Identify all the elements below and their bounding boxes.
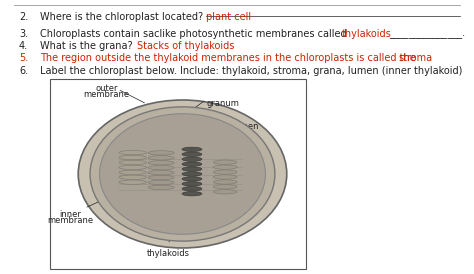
Ellipse shape	[182, 152, 202, 156]
Ellipse shape	[213, 170, 237, 174]
Text: 5.: 5.	[19, 53, 28, 63]
Ellipse shape	[119, 180, 146, 184]
Text: _______________.: _______________.	[389, 29, 465, 39]
Ellipse shape	[182, 182, 202, 186]
Text: 4.: 4.	[19, 41, 28, 51]
Ellipse shape	[182, 147, 202, 152]
Ellipse shape	[119, 150, 146, 155]
Text: Label the chloroplast below. Include: thylakoid, stroma, grana, lumen (inner thy: Label the chloroplast below. Include: th…	[40, 66, 463, 76]
Text: Stacks of thylakoids: Stacks of thylakoids	[137, 41, 235, 51]
Text: granum: granum	[206, 99, 239, 108]
Ellipse shape	[213, 165, 237, 169]
Ellipse shape	[119, 165, 146, 170]
Text: The region outside the thylakoid membranes in the chloroplasts is called the: The region outside the thylakoid membran…	[40, 53, 416, 63]
Ellipse shape	[213, 180, 237, 184]
Text: thylakoids: thylakoids	[147, 249, 190, 258]
Text: 6.: 6.	[19, 66, 28, 76]
Ellipse shape	[119, 155, 146, 160]
Text: plant cell: plant cell	[206, 12, 251, 22]
Ellipse shape	[182, 187, 202, 191]
Ellipse shape	[213, 185, 237, 189]
Ellipse shape	[148, 156, 174, 160]
Ellipse shape	[213, 190, 237, 194]
Ellipse shape	[182, 162, 202, 166]
Text: Chloroplasts contain saclike photosynthetic membranes called: Chloroplasts contain saclike photosynthe…	[40, 29, 347, 39]
Ellipse shape	[148, 175, 174, 180]
Text: outer: outer	[95, 84, 118, 93]
Ellipse shape	[213, 175, 237, 179]
Ellipse shape	[213, 160, 237, 164]
Ellipse shape	[78, 100, 287, 248]
Ellipse shape	[182, 177, 202, 181]
Text: What is the grana?: What is the grana?	[40, 41, 133, 51]
Ellipse shape	[148, 151, 174, 155]
Text: 2.: 2.	[19, 12, 28, 22]
Ellipse shape	[182, 192, 202, 196]
Ellipse shape	[148, 161, 174, 165]
Bar	[50, 79, 306, 269]
Ellipse shape	[90, 107, 275, 241]
Ellipse shape	[148, 180, 174, 185]
Text: Where is the chloroplast located?: Where is the chloroplast located?	[40, 12, 203, 22]
Text: membrane: membrane	[47, 216, 93, 226]
Text: lumen: lumen	[232, 122, 259, 131]
Text: thylakoids: thylakoids	[341, 29, 391, 39]
Ellipse shape	[119, 170, 146, 175]
Text: stroma: stroma	[135, 211, 164, 220]
Ellipse shape	[148, 170, 174, 175]
Ellipse shape	[182, 157, 202, 161]
Ellipse shape	[119, 160, 146, 165]
Ellipse shape	[148, 165, 174, 170]
Ellipse shape	[182, 172, 202, 176]
Ellipse shape	[182, 167, 202, 171]
Text: 3.: 3.	[19, 29, 28, 39]
Ellipse shape	[148, 185, 174, 190]
Ellipse shape	[119, 175, 146, 179]
Text: membrane: membrane	[83, 90, 130, 99]
Text: stroma: stroma	[398, 53, 432, 63]
Text: inner: inner	[59, 210, 81, 219]
Ellipse shape	[100, 114, 265, 234]
